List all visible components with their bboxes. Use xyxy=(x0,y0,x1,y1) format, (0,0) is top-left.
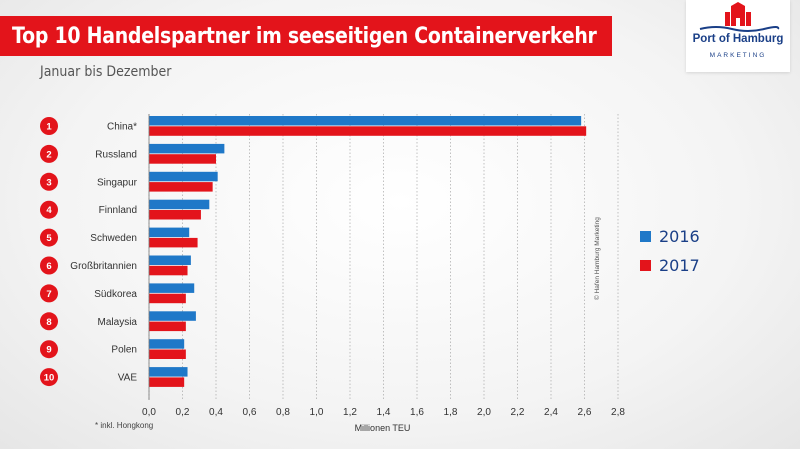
rank-number: 2 xyxy=(46,149,51,160)
bar-2016 xyxy=(149,116,582,126)
bar-2017 xyxy=(149,293,186,304)
copyright-credit: © Hafen Hamburg Marketing xyxy=(594,217,601,300)
bar-2017 xyxy=(149,265,188,276)
rank-circle xyxy=(40,256,58,275)
legend-item-2016: 2016 xyxy=(640,227,700,246)
bar-2016 xyxy=(149,199,210,210)
bar-2016 xyxy=(149,171,218,182)
rank-circle xyxy=(40,200,58,219)
rank-circle xyxy=(40,172,58,191)
bar-2016 xyxy=(149,367,188,377)
legend-label-2016: 2016 xyxy=(659,227,700,246)
rank-circle xyxy=(40,340,58,359)
category-label: Schweden xyxy=(90,233,137,244)
rank-number: 3 xyxy=(46,177,51,188)
x-tick-label: 1,4 xyxy=(377,407,391,418)
rank-number: 9 xyxy=(46,345,51,356)
bar-2016 xyxy=(149,227,190,238)
footnote: * inkl. Hongkong xyxy=(95,421,154,430)
bar-2017 xyxy=(149,377,185,387)
port-of-hamburg-logo: Port of Hamburg MARKETING xyxy=(686,0,790,72)
legend-swatch-2016 xyxy=(640,231,651,242)
bar-2016 xyxy=(149,339,185,349)
x-tick-label: 0,6 xyxy=(243,407,257,418)
x-tick-label: 0,0 xyxy=(142,407,156,418)
rank-number: 10 xyxy=(44,373,55,384)
legend-label-2017: 2017 xyxy=(659,256,700,275)
rank-circle xyxy=(40,144,58,163)
rank-circle xyxy=(40,228,58,247)
x-tick-label: 0,2 xyxy=(176,407,190,418)
bar-2016 xyxy=(149,255,191,265)
bar-2017 xyxy=(149,154,216,164)
x-tick-label: 2,6 xyxy=(578,407,592,418)
x-tick-label: 2,8 xyxy=(611,407,625,418)
category-label: Großbritannien xyxy=(70,261,137,272)
rank-number: 8 xyxy=(46,317,51,328)
page-title: Top 10 Handelspartner im seeseitigen Con… xyxy=(12,23,597,49)
x-tick-label: 1,6 xyxy=(410,407,424,418)
x-tick-label: 2,0 xyxy=(477,407,491,418)
x-tick-label: 1,2 xyxy=(343,407,357,418)
bar-2017 xyxy=(149,210,201,220)
bar-2016 xyxy=(149,143,225,154)
x-tick-label: 2,4 xyxy=(544,407,558,418)
rank-circle xyxy=(40,312,58,331)
category-label: Singapur xyxy=(97,177,138,188)
bar-2017 xyxy=(149,349,186,359)
category-label: VAE xyxy=(118,373,138,384)
x-axis-title: Millionen TEU xyxy=(355,423,411,433)
subtitle: Januar bis Dezember xyxy=(40,64,172,80)
x-tick-label: 2,2 xyxy=(511,407,525,418)
bar-2017 xyxy=(149,237,198,248)
legend-item-2017: 2017 xyxy=(640,256,700,275)
bar-2017 xyxy=(149,182,213,192)
bar-2017 xyxy=(149,126,587,136)
category-label: China* xyxy=(107,122,137,133)
x-tick-label: 1,0 xyxy=(310,407,324,418)
logo-subtitle: MARKETING xyxy=(709,52,767,59)
rank-number: 7 xyxy=(46,289,51,300)
bar-2017 xyxy=(149,321,186,332)
logo-name: Port of Hamburg xyxy=(692,33,784,45)
category-label: Südkorea xyxy=(94,289,137,300)
rank-number: 5 xyxy=(46,233,52,244)
category-label: Russland xyxy=(95,149,137,160)
title-bar: Top 10 Handelspartner im seeseitigen Con… xyxy=(0,16,612,56)
rank-circle xyxy=(40,117,58,135)
rank-number: 6 xyxy=(46,261,51,272)
category-label: Polen xyxy=(111,345,137,356)
x-tick-label: 0,8 xyxy=(276,407,290,418)
legend-swatch-2017 xyxy=(640,260,651,271)
bar-2016 xyxy=(149,283,195,293)
category-label: Finnland xyxy=(99,205,137,216)
rank-number: 4 xyxy=(46,205,52,216)
rank-circle xyxy=(40,284,58,303)
hamburg-castle-icon xyxy=(699,2,780,32)
bar-2016 xyxy=(149,311,196,321)
category-label: Malaysia xyxy=(98,317,138,328)
rank-circle xyxy=(40,368,58,387)
x-tick-label: 1,8 xyxy=(444,407,458,418)
rank-number: 1 xyxy=(46,122,52,133)
x-tick-label: 0,4 xyxy=(209,407,223,418)
